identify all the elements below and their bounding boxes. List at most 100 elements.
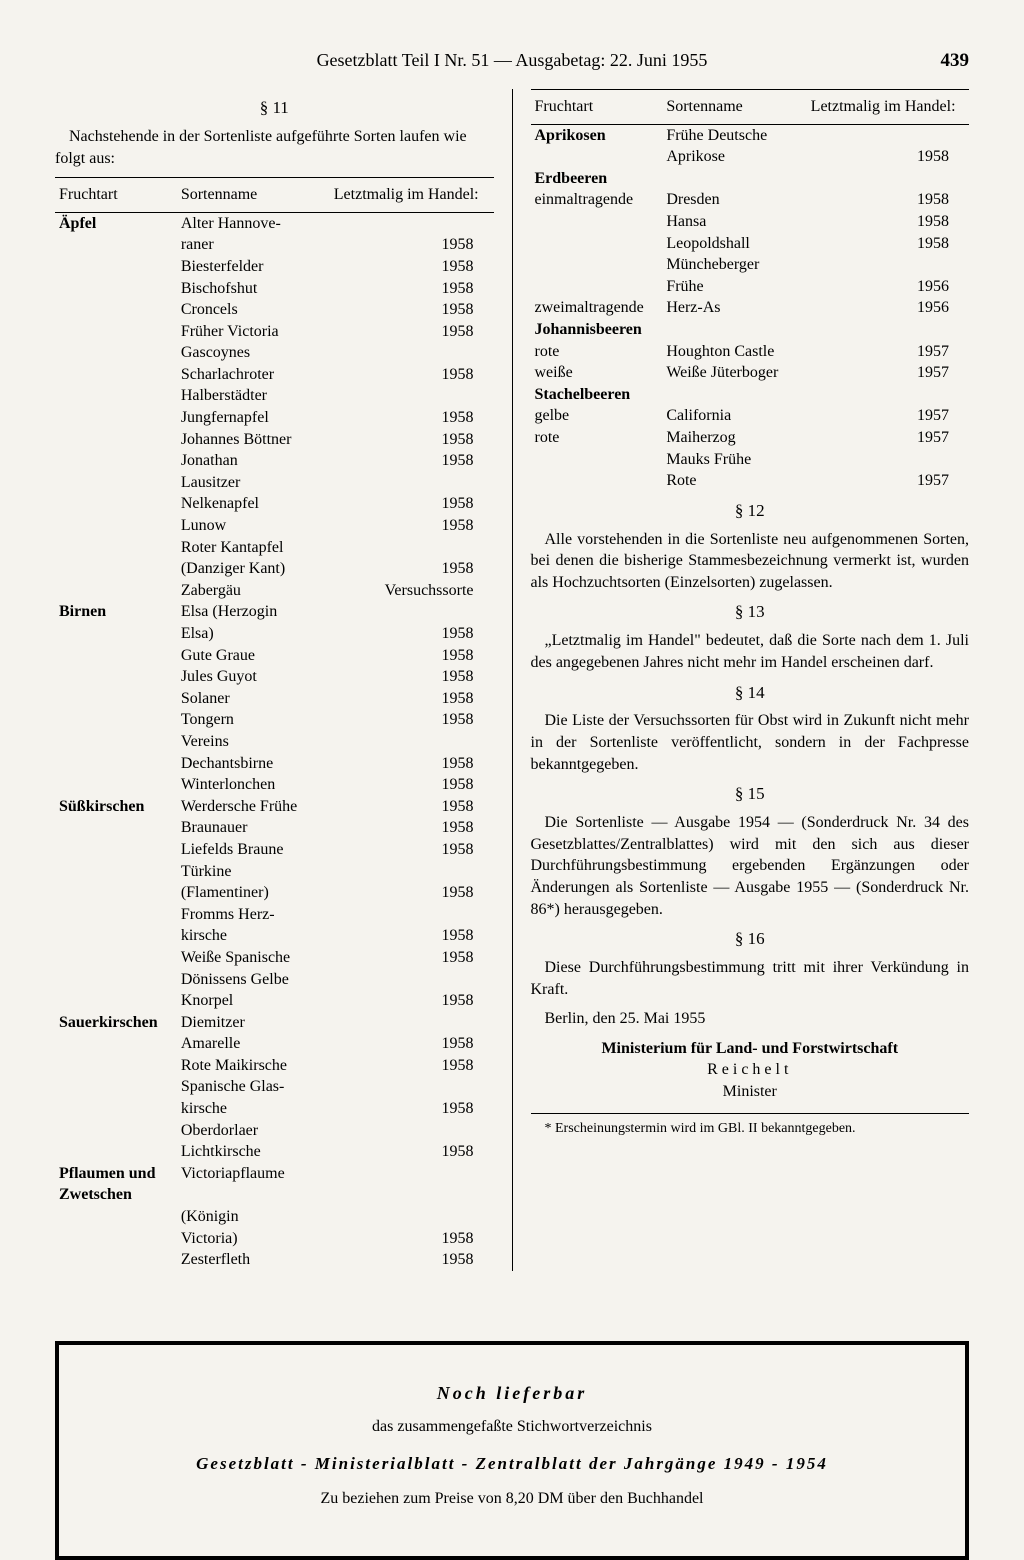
table-row: ZabergäuVersuchssorte	[55, 580, 494, 602]
cell-category	[55, 1120, 177, 1142]
cell-category	[55, 580, 177, 602]
cell-sortenname: Türkine	[177, 861, 319, 883]
cell-category: zweimaltragende	[531, 297, 663, 319]
cell-category	[55, 256, 177, 278]
cell-year: 1958	[319, 925, 494, 947]
cell-sortenname: Biesterfelder	[177, 256, 319, 278]
table-row: Gute Graue1958	[55, 645, 494, 667]
cell-year	[319, 601, 494, 623]
cell-year: 1958	[319, 1141, 494, 1163]
cell-sortenname: Werdersche Frühe	[177, 796, 319, 818]
table-row: roteMaiherzog1957	[531, 427, 970, 449]
cell-year	[319, 342, 494, 364]
cell-sortenname: California	[662, 405, 797, 427]
table-row: Hansa1958	[531, 211, 970, 233]
cell-sortenname: Dresden	[662, 189, 797, 211]
table-row: Solaner1958	[55, 688, 494, 710]
header-title: Gesetzblatt Teil I Nr. 51 — Ausgabetag: …	[317, 50, 708, 70]
cell-category	[55, 774, 177, 796]
table-row: Stachelbeeren	[531, 384, 970, 406]
cell-sortenname: Victoriapflaume	[177, 1163, 319, 1206]
cell-category	[55, 342, 177, 364]
table-row: Johannisbeeren	[531, 319, 970, 341]
cell-sortenname: Knorpel	[177, 990, 319, 1012]
cell-year	[319, 1120, 494, 1142]
table-row: Knorpel1958	[55, 990, 494, 1012]
section-11-head: § 11	[55, 97, 494, 120]
cell-category: Birnen	[55, 601, 177, 623]
cell-year: 1958	[319, 623, 494, 645]
cell-year: 1958	[319, 407, 494, 429]
cell-sortenname: Elsa (Herzogin	[177, 601, 319, 623]
table-row: Victoria)1958	[55, 1228, 494, 1250]
cell-year	[319, 212, 494, 234]
table-row: Weiße Spanische1958	[55, 947, 494, 969]
table-row: Tongern1958	[55, 709, 494, 731]
cell-sortenname: Herz-As	[662, 297, 797, 319]
cell-category	[55, 990, 177, 1012]
cell-sortenname: Spanische Glas-	[177, 1076, 319, 1098]
section-text: Alle vorstehenden in die Sortenliste neu…	[531, 529, 970, 594]
cell-category: Sauerkirschen	[55, 1012, 177, 1034]
col-sortenname: Sortenname	[177, 178, 319, 213]
cell-year	[319, 472, 494, 494]
table-row: ÄpfelAlter Hannove-	[55, 212, 494, 234]
cell-category	[55, 493, 177, 515]
section-head: § 14	[531, 682, 970, 705]
table-row: Elsa)1958	[55, 623, 494, 645]
table-row: Braunauer1958	[55, 817, 494, 839]
cell-sortenname: (Königin	[177, 1206, 319, 1228]
cell-year: 1958	[797, 146, 969, 168]
advertisement-box: Noch lieferbar das zusammengefaßte Stich…	[55, 1341, 969, 1560]
table-row: Frühe1956	[531, 276, 970, 298]
cell-sortenname: Houghton Castle	[662, 341, 797, 363]
cell-sortenname: Jonathan	[177, 450, 319, 472]
cell-sortenname: Zesterfleth	[177, 1249, 319, 1271]
cell-category	[55, 537, 177, 559]
cell-year: 1958	[319, 796, 494, 818]
page-number: 439	[941, 50, 970, 72]
cell-category: Süßkirschen	[55, 796, 177, 818]
cell-year	[797, 124, 969, 146]
cell-sortenname: Rote	[662, 470, 797, 492]
footnote-rule	[531, 1113, 970, 1114]
cell-year: 1958	[319, 947, 494, 969]
cell-category: Stachelbeeren	[531, 384, 663, 406]
cell-year: 1958	[319, 817, 494, 839]
table-row: roteHoughton Castle1957	[531, 341, 970, 363]
cell-sortenname: (Flamentiner)	[177, 882, 319, 904]
cell-category	[55, 1249, 177, 1271]
table-row: gelbeCalifornia1957	[531, 405, 970, 427]
cell-sortenname: Diemitzer	[177, 1012, 319, 1034]
table-row: Biesterfelder1958	[55, 256, 494, 278]
cell-category	[55, 364, 177, 386]
cell-category	[55, 385, 177, 407]
cell-category	[55, 709, 177, 731]
cell-category	[55, 904, 177, 926]
table-row: Jonathan1958	[55, 450, 494, 472]
cell-year: 1957	[797, 341, 969, 363]
cell-sortenname: Nelkenapfel	[177, 493, 319, 515]
table-row: Dönissens Gelbe	[55, 969, 494, 991]
cell-sortenname: (Danziger Kant)	[177, 558, 319, 580]
table-row: Fromms Herz-	[55, 904, 494, 926]
table-row: Scharlachroter1958	[55, 364, 494, 386]
table-row: Aprikose1958	[531, 146, 970, 168]
table-row: Spanische Glas-	[55, 1076, 494, 1098]
table-header-row: Fruchtart Sortenname Letztmalig im Hande…	[55, 178, 494, 213]
cell-sortenname: Lichtkirsche	[177, 1141, 319, 1163]
table-row: kirsche1958	[55, 1098, 494, 1120]
cell-year: 1958	[319, 278, 494, 300]
cell-sortenname: Johannes Böttner	[177, 429, 319, 451]
section-text: Diese Durchführungsbestimmung tritt mit …	[531, 957, 970, 1000]
cell-sortenname: Weiße Jüterboger	[662, 362, 797, 384]
cell-year: 1958	[319, 753, 494, 775]
cell-year: 1958	[319, 1098, 494, 1120]
section-text: Die Sortenliste — Ausgabe 1954 — (Sonder…	[531, 812, 970, 920]
cell-year: 1958	[319, 299, 494, 321]
ad-line3: Gesetzblatt - Ministerialblatt - Zentral…	[89, 1454, 935, 1474]
cell-sortenname: Aprikose	[662, 146, 797, 168]
cell-sortenname: Dönissens Gelbe	[177, 969, 319, 991]
table-row: Bischofshut1958	[55, 278, 494, 300]
cell-category	[55, 558, 177, 580]
